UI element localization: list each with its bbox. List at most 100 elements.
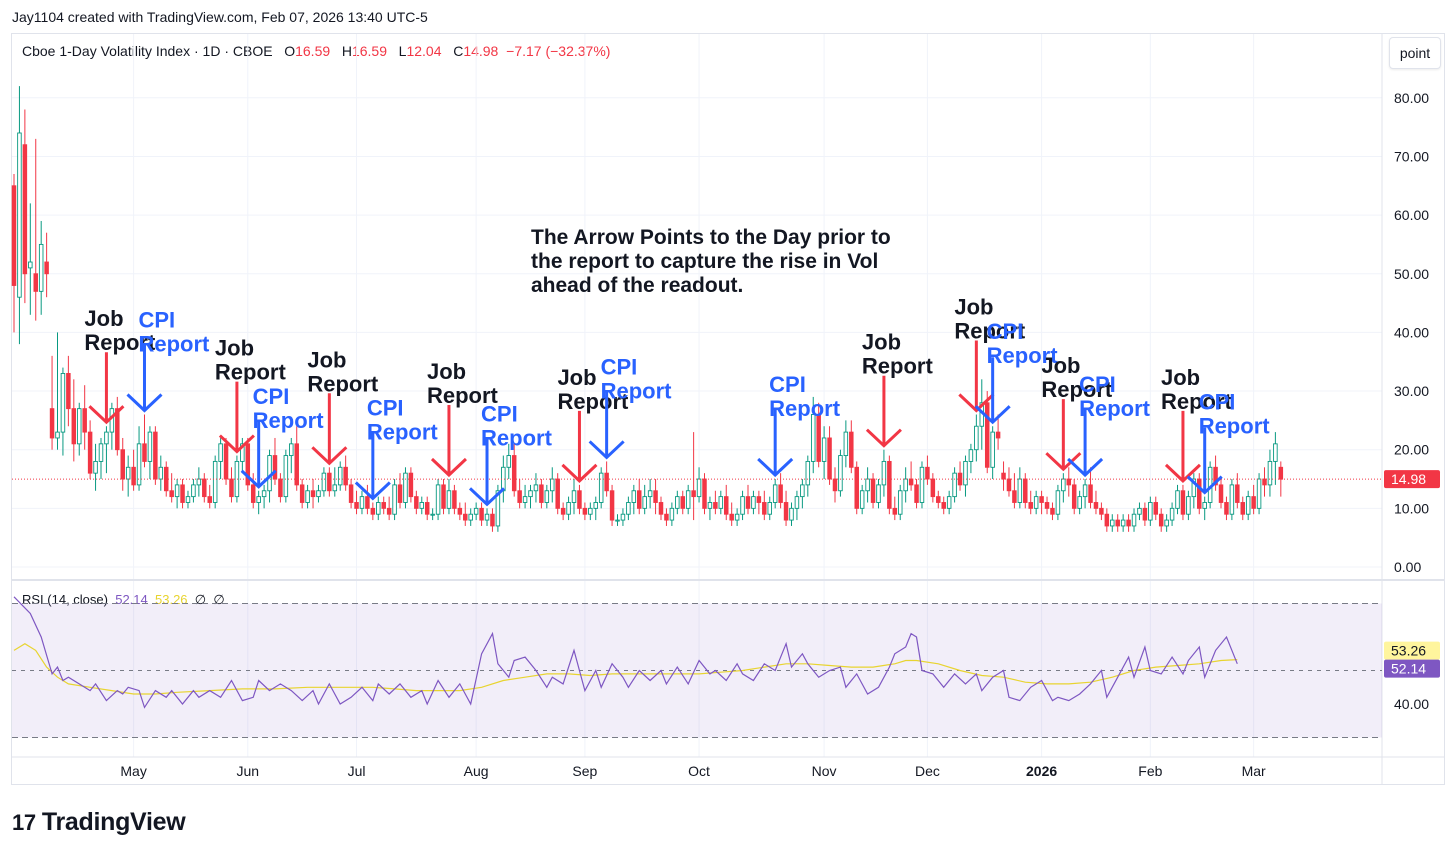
candle-body xyxy=(740,496,745,515)
candle-body xyxy=(865,478,870,492)
job-arrow-head xyxy=(561,463,598,483)
candle-body xyxy=(490,513,495,527)
cpi-label-line1: CPI xyxy=(253,384,290,409)
candle-body xyxy=(762,502,767,515)
time-tick-label: May xyxy=(120,763,146,779)
candle-body xyxy=(240,443,245,462)
price-scale-mode-button[interactable]: point xyxy=(1389,37,1441,69)
candle-body xyxy=(479,507,484,521)
job-label-line2: Report xyxy=(557,389,629,414)
candle-body xyxy=(11,185,17,286)
candle-body xyxy=(131,466,136,486)
candle-body xyxy=(1262,478,1267,486)
candle-body xyxy=(555,478,560,509)
job-label-line1: Job xyxy=(427,359,466,384)
candle-body xyxy=(1033,496,1039,509)
candle-body xyxy=(936,496,941,503)
candle-body xyxy=(626,502,631,515)
low-value: 12.04 xyxy=(406,43,442,59)
job-label-line1: Job xyxy=(954,295,993,320)
candle-body xyxy=(1137,507,1142,515)
candle-body xyxy=(1115,519,1120,527)
candle-body xyxy=(1082,484,1088,498)
candle-body xyxy=(381,502,386,509)
rsi-symbol-2: ∅ xyxy=(213,592,225,607)
candle-body xyxy=(365,496,370,509)
candle-body xyxy=(783,502,789,521)
candle-body xyxy=(60,373,66,433)
tradingview-brand[interactable]: 17 TradingView xyxy=(12,808,186,837)
cpi-label-line2: Report xyxy=(1079,396,1151,421)
price-tick-label: 70.00 xyxy=(1394,148,1429,164)
candle-body xyxy=(261,490,267,498)
candle-body xyxy=(593,502,599,509)
cpi-arrow-head xyxy=(1067,457,1104,478)
candle-body xyxy=(38,243,44,292)
rsi-symbol-1: ∅ xyxy=(194,592,207,607)
cpi-arrow-head xyxy=(974,405,1011,425)
candle-body xyxy=(930,478,936,498)
candle-body xyxy=(1158,513,1164,527)
candle-body xyxy=(158,466,164,480)
candle-body xyxy=(332,484,338,492)
candle-body xyxy=(1267,460,1273,486)
price-tick-label: 20.00 xyxy=(1394,442,1429,458)
candle-body xyxy=(202,478,207,498)
candle-body xyxy=(468,513,473,521)
candle-body xyxy=(854,466,859,509)
candle-body xyxy=(914,484,919,503)
job-label-line2: Report xyxy=(427,383,499,408)
candle-body xyxy=(881,460,887,486)
candle-body xyxy=(925,466,930,480)
job-label-line2: Report xyxy=(1161,389,1233,414)
cpi-arrow-head xyxy=(588,440,625,460)
candle-body xyxy=(66,373,71,410)
candle-body xyxy=(1104,513,1110,527)
candle-body xyxy=(484,513,490,521)
time-tick-label: Jun xyxy=(237,763,260,779)
cpi-label-line1: CPI xyxy=(987,319,1024,344)
candle-body xyxy=(370,507,376,515)
time-tick-label: 2026 xyxy=(1026,763,1057,779)
candle-body xyxy=(98,443,104,462)
candle-body xyxy=(1175,490,1180,509)
job-label-line2: Report xyxy=(307,371,379,396)
candle-body xyxy=(1273,443,1278,462)
candle-body xyxy=(1077,496,1082,509)
candle-body xyxy=(1055,490,1061,515)
candle-body xyxy=(1093,502,1099,509)
candle-body xyxy=(1169,507,1175,521)
candle-body xyxy=(495,490,501,527)
candle-body xyxy=(1229,484,1235,515)
candle-body xyxy=(609,490,615,521)
candle-body xyxy=(87,431,93,474)
time-tick-label: Dec xyxy=(915,763,940,779)
candle-body xyxy=(511,455,517,492)
symbol-title: Cboe 1-Day Volatility Index · 1D · CBOE xyxy=(22,43,273,59)
candle-body xyxy=(28,261,33,269)
candle-body xyxy=(1240,502,1246,515)
symbol-legend[interactable]: Cboe 1-Day Volatility Index · 1D · CBOE … xyxy=(22,43,610,59)
rsi-tag-label: 52.14 xyxy=(1391,661,1426,677)
job-label-line2: Report xyxy=(954,319,1026,344)
candle-body xyxy=(1186,496,1191,515)
candle-body xyxy=(751,496,756,509)
candle-body xyxy=(272,455,278,480)
candle-body xyxy=(800,484,805,498)
cpi-label-line1: CPI xyxy=(601,354,638,379)
candle-body xyxy=(299,484,305,503)
candle-body xyxy=(647,490,653,498)
candle-body xyxy=(637,490,642,509)
candle-body xyxy=(713,502,718,509)
candle-body xyxy=(452,490,457,509)
candle-body xyxy=(408,472,414,498)
candle-body xyxy=(1224,502,1229,515)
candle-body xyxy=(658,502,664,515)
candle-body xyxy=(93,460,98,474)
cpi-label-line2: Report xyxy=(987,343,1059,368)
candle-body xyxy=(1197,478,1202,509)
candle-body xyxy=(805,460,811,486)
candle-body xyxy=(876,484,881,503)
candle-body xyxy=(718,496,724,509)
